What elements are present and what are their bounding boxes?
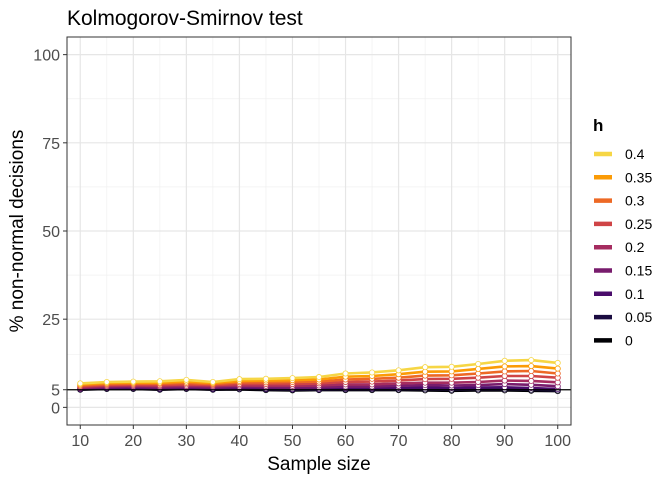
data-point xyxy=(475,360,482,367)
data-point xyxy=(554,365,561,372)
y-tick-label: 0 xyxy=(51,400,60,417)
y-tick-label: 50 xyxy=(42,224,60,241)
data-point xyxy=(528,357,535,364)
y-tick-label: 25 xyxy=(42,312,60,329)
legend-label: 0.35 xyxy=(625,169,652,185)
data-point xyxy=(501,363,508,370)
data-point xyxy=(77,380,84,387)
chart-title: Kolmogorov-Smirnov test xyxy=(67,7,303,30)
legend-label: 0.05 xyxy=(625,309,652,325)
legend-label: 0.15 xyxy=(625,263,652,279)
series-0.4 xyxy=(77,357,561,387)
legend-item-0: 0 xyxy=(594,332,633,348)
x-tick-label: 100 xyxy=(544,433,571,450)
data-point xyxy=(262,375,269,382)
legend-label: 0.2 xyxy=(625,239,645,255)
data-point xyxy=(315,374,322,381)
y-tick-label: 5 xyxy=(51,383,60,400)
x-axis-label: Sample size xyxy=(267,454,371,475)
x-tick-label: 20 xyxy=(124,433,142,450)
legend-item-0.2: 0.2 xyxy=(594,239,645,255)
x-tick-label: 10 xyxy=(71,433,89,450)
data-point xyxy=(528,377,535,384)
data-point xyxy=(501,357,508,364)
data-point xyxy=(501,368,508,375)
data-point xyxy=(103,378,110,385)
data-point xyxy=(475,365,482,372)
y-axis: 05 25 50 75 100 xyxy=(33,48,67,417)
data-point xyxy=(130,378,137,385)
legend-item-0.1: 0.1 xyxy=(594,286,645,302)
legend-label: 0.4 xyxy=(625,146,645,162)
x-axis: 10 20 30 40 50 60 70 80 90 100 xyxy=(71,425,571,450)
y-tick-label: 100 xyxy=(33,48,60,65)
legend-title: h xyxy=(593,116,603,135)
data-point xyxy=(395,367,402,374)
y-axis-label: % non-normal decisions xyxy=(7,130,28,333)
data-point xyxy=(528,372,535,379)
data-point xyxy=(342,370,349,377)
legend-label: 0.25 xyxy=(625,216,652,232)
x-tick-label: 70 xyxy=(390,433,408,450)
legend-item-0.4: 0.4 xyxy=(594,146,645,162)
x-tick-label: 60 xyxy=(337,433,355,450)
x-tick-label: 30 xyxy=(177,433,195,450)
data-point xyxy=(289,375,296,382)
legend-item-0.35: 0.35 xyxy=(594,169,652,185)
legend: h 0.4 0.35 0.3 0.25 0.2 0.15 0.1 0.05 0 xyxy=(593,116,652,348)
y-tick-label: 75 xyxy=(42,136,60,153)
data-point xyxy=(209,378,216,385)
data-point xyxy=(156,378,163,385)
data-point xyxy=(448,363,455,370)
data-point xyxy=(183,376,190,383)
data-point xyxy=(422,364,429,371)
legend-item-0.25: 0.25 xyxy=(594,216,652,232)
data-point xyxy=(554,359,561,366)
legend-item-0.15: 0.15 xyxy=(594,263,652,279)
legend-label: 0.1 xyxy=(625,286,645,302)
x-tick-label: 80 xyxy=(443,433,461,450)
data-point xyxy=(369,369,376,376)
legend-item-0.05: 0.05 xyxy=(594,309,652,325)
legend-label: 0.3 xyxy=(625,193,645,209)
x-tick-label: 50 xyxy=(284,433,302,450)
data-point xyxy=(236,376,243,383)
legend-item-0.3: 0.3 xyxy=(594,193,645,209)
x-tick-label: 40 xyxy=(231,433,249,450)
data-point xyxy=(554,370,561,377)
data-point xyxy=(528,368,535,375)
data-point xyxy=(528,363,535,370)
x-tick-label: 90 xyxy=(496,433,514,450)
legend-label: 0 xyxy=(625,332,633,348)
